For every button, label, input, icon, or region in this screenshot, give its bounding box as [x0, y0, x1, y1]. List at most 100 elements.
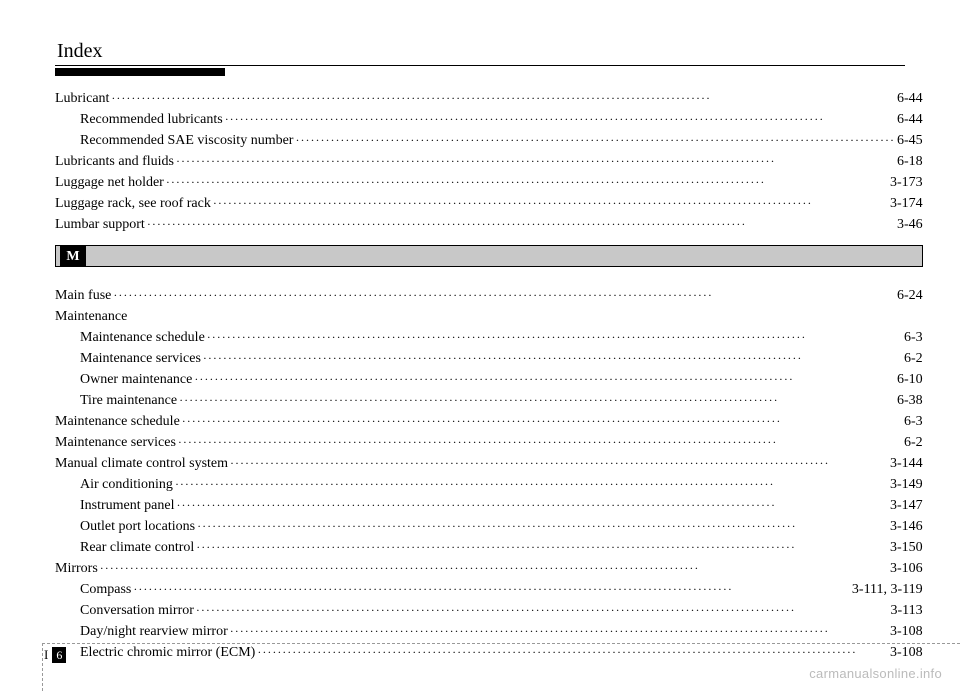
- page-number: 6: [52, 647, 66, 663]
- entry-label: Rear climate control: [80, 537, 194, 558]
- entry-page-ref: 6-44: [897, 88, 923, 109]
- entry-page-ref: 6-38: [897, 390, 923, 411]
- index-entry: Air conditioning3-149: [55, 474, 923, 495]
- entry-page-ref: 6-18: [897, 151, 923, 172]
- entry-label: Luggage rack, see roof rack: [55, 193, 211, 214]
- leader-dots: [228, 454, 890, 472]
- leader-dots: [177, 391, 897, 409]
- dashed-rule-top: [42, 643, 960, 644]
- index-entry: Main fuse6-24: [55, 285, 923, 306]
- leader-dots: [98, 559, 890, 577]
- leader-dots: [211, 194, 890, 212]
- leader-dots: [174, 496, 890, 514]
- entry-label: Manual climate control system: [55, 453, 228, 474]
- entry-label: Maintenance services: [55, 432, 176, 453]
- entry-page-ref: 3-174: [890, 193, 923, 214]
- entry-label: Maintenance services: [80, 348, 201, 369]
- index-entry: Instrument panel 3-147: [55, 495, 923, 516]
- entry-label: Lubricant: [55, 88, 109, 109]
- entry-page-ref: 3-144: [890, 453, 923, 474]
- index-entry: Maintenance: [55, 306, 923, 327]
- document-page: Index Lubricant6-44Recommended lubricant…: [0, 0, 960, 663]
- entry-label: Recommended lubricants: [80, 109, 223, 130]
- leader-dots: [192, 370, 897, 388]
- index-entry: Manual climate control system 3-144: [55, 453, 923, 474]
- leader-dots: [201, 349, 904, 367]
- entry-page-ref: 3-108: [890, 621, 923, 642]
- leader-dots: [180, 412, 904, 430]
- entry-label: Lubricants and fluids: [55, 151, 174, 172]
- entry-page-ref: 6-45: [897, 130, 923, 151]
- index-entry: Lumbar support3-46: [55, 214, 923, 235]
- entry-label: Day/night rearview mirror: [80, 621, 228, 642]
- entry-page-ref: 3-146: [890, 516, 923, 537]
- index-entry: Maintenance services 6-2: [55, 348, 923, 369]
- leader-dots: [194, 538, 890, 556]
- index-entry: Compass 3-111, 3-119: [55, 579, 923, 600]
- entry-page-ref: 6-2: [904, 348, 923, 369]
- entry-page-ref: 3-106: [890, 558, 923, 579]
- entry-label: Luggage net holder: [55, 172, 164, 193]
- leader-dots: [164, 173, 890, 191]
- leader-dots: [173, 475, 890, 493]
- entry-label: Owner maintenance: [80, 369, 192, 390]
- index-entry: Owner maintenance 6-10: [55, 369, 923, 390]
- section-letter-box: M: [60, 246, 86, 266]
- leader-dots: [145, 215, 897, 233]
- dashed-rule-side: [42, 643, 43, 691]
- leader-dots: [174, 152, 897, 170]
- leader-dots: [194, 601, 891, 619]
- page-number-box: I 6: [44, 647, 66, 663]
- index-entry: Recommended lubricants 6-44: [55, 109, 923, 130]
- watermark-text: carmanualsonline.info: [809, 666, 942, 681]
- entry-label: Maintenance: [55, 306, 127, 327]
- entry-label: Compass: [80, 579, 131, 600]
- entry-page-ref: 3-150: [890, 537, 923, 558]
- entry-page-ref: 6-10: [897, 369, 923, 390]
- entry-label: Maintenance schedule: [55, 411, 180, 432]
- entry-label: Recommended SAE viscosity number: [80, 130, 293, 151]
- index-entry: Rear climate control 3-150: [55, 537, 923, 558]
- entry-label: Maintenance schedule: [80, 327, 205, 348]
- entry-label: Lumbar support: [55, 214, 145, 235]
- entry-page-ref: 6-3: [904, 327, 923, 348]
- index-entry: Lubricant 6-44: [55, 88, 923, 109]
- entry-label: Outlet port locations: [80, 516, 195, 537]
- leader-dots: [109, 89, 897, 107]
- index-entry: Maintenance schedule 6-3: [55, 411, 923, 432]
- entry-page-ref: 3-147: [890, 495, 923, 516]
- index-columns: Lubricant6-44Recommended lubricants6-44R…: [55, 88, 905, 663]
- entry-page-ref: 3-173: [890, 172, 923, 193]
- entry-label: Conversation mirror: [80, 600, 194, 621]
- entry-page-ref: 6-44: [897, 109, 923, 130]
- index-entry: Mirrors 3-106: [55, 558, 923, 579]
- index-entry: Conversation mirror3-113: [55, 600, 923, 621]
- index-entry: Tire maintenance 6-38: [55, 390, 923, 411]
- section-letter: I: [44, 647, 48, 663]
- header-thick-bar: [55, 68, 225, 76]
- left-column: Lubricant6-44Recommended lubricants6-44R…: [55, 88, 923, 663]
- leader-dots: [195, 517, 890, 535]
- entry-label: Main fuse: [55, 285, 111, 306]
- header-underline: [55, 65, 905, 66]
- leader-dots: [223, 110, 897, 128]
- index-entry: Luggage net holder 3-173: [55, 172, 923, 193]
- entry-page-ref: 3-111, 3-119: [852, 579, 923, 600]
- entry-label: Instrument panel: [80, 495, 174, 516]
- entry-page-ref: 6-3: [904, 411, 923, 432]
- leader-dots: [205, 328, 904, 346]
- index-entry: Luggage rack, see roof rack 3-174: [55, 193, 923, 214]
- index-section-m: M: [55, 245, 923, 267]
- index-entry: Lubricants and fluids 6-18: [55, 151, 923, 172]
- entry-page-ref: 6-2: [904, 432, 923, 453]
- leader-dots: [293, 131, 897, 149]
- leader-dots: [111, 286, 897, 304]
- page-title: Index: [55, 40, 905, 63]
- entry-label: Mirrors: [55, 558, 98, 579]
- index-entry: Recommended SAE viscosity number 6-45: [55, 130, 923, 151]
- leader-dots: [176, 433, 904, 451]
- entry-label: Tire maintenance: [80, 390, 177, 411]
- index-entry: Outlet port locations 3-146: [55, 516, 923, 537]
- leader-dots: [131, 580, 852, 598]
- leader-dots: [228, 622, 890, 640]
